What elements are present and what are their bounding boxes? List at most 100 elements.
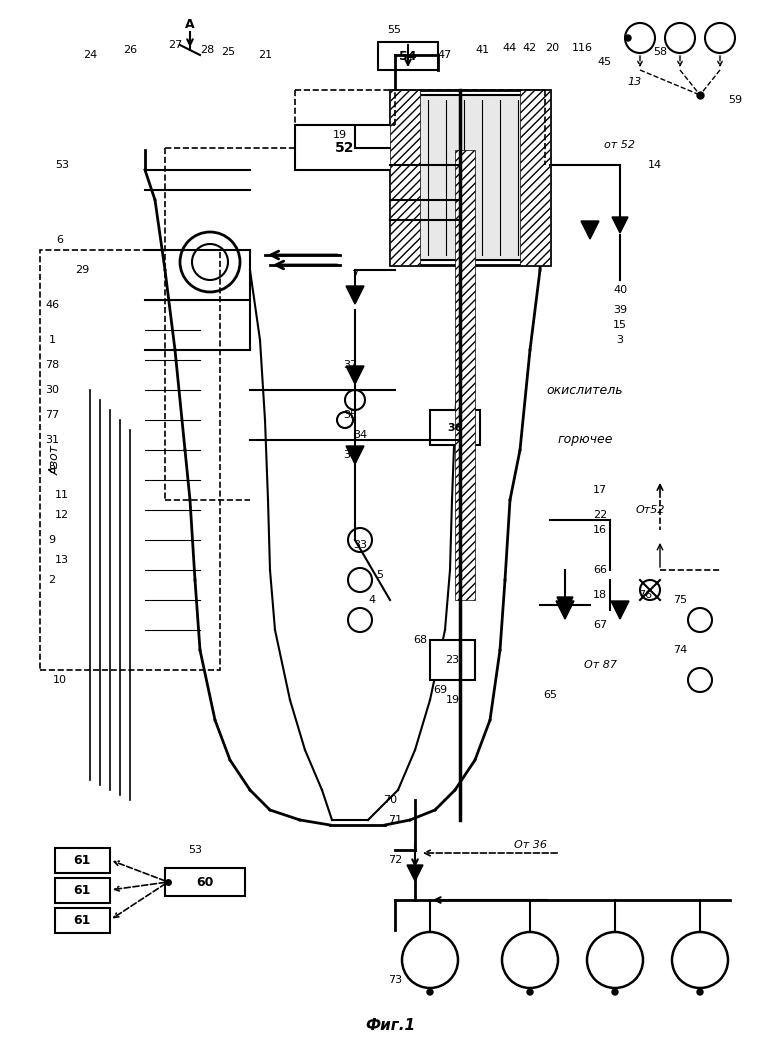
Text: 59: 59 bbox=[728, 95, 742, 105]
Polygon shape bbox=[557, 597, 573, 613]
Bar bbox=[55, 908, 110, 933]
Text: 19: 19 bbox=[446, 695, 460, 705]
Text: От 87: От 87 bbox=[583, 660, 616, 670]
Text: 65: 65 bbox=[543, 690, 557, 700]
Text: 75: 75 bbox=[673, 595, 687, 605]
Text: 61: 61 bbox=[73, 914, 90, 926]
Text: 13: 13 bbox=[55, 555, 69, 565]
Text: 27: 27 bbox=[168, 40, 182, 50]
Text: 22: 22 bbox=[593, 510, 607, 520]
Bar bbox=[430, 640, 475, 680]
Text: 40: 40 bbox=[613, 286, 627, 295]
Bar bbox=[40, 250, 220, 670]
Text: 18: 18 bbox=[593, 590, 607, 600]
Text: 53: 53 bbox=[188, 845, 202, 855]
Bar bbox=[395, 95, 545, 260]
Text: 74: 74 bbox=[673, 645, 687, 655]
Text: 12: 12 bbox=[55, 510, 69, 520]
Polygon shape bbox=[407, 865, 423, 880]
Text: 21: 21 bbox=[258, 50, 272, 60]
Text: 61: 61 bbox=[73, 853, 90, 867]
Text: 69: 69 bbox=[433, 685, 447, 695]
Text: 20: 20 bbox=[545, 43, 559, 53]
Bar bbox=[455, 150, 475, 600]
Text: 44: 44 bbox=[503, 43, 517, 53]
Circle shape bbox=[625, 35, 631, 41]
Text: 39: 39 bbox=[613, 305, 627, 315]
Circle shape bbox=[527, 989, 533, 995]
Bar bbox=[390, 90, 550, 265]
Text: 76: 76 bbox=[638, 590, 652, 600]
Text: окислитель: окислитель bbox=[547, 383, 623, 397]
Text: 61: 61 bbox=[73, 884, 90, 896]
Text: 35: 35 bbox=[343, 410, 357, 420]
Text: 53: 53 bbox=[55, 160, 69, 170]
Bar bbox=[390, 90, 420, 265]
Text: 25: 25 bbox=[221, 47, 235, 57]
Text: 52: 52 bbox=[335, 141, 355, 155]
Text: 116: 116 bbox=[572, 43, 593, 53]
Circle shape bbox=[697, 989, 703, 995]
Text: 29: 29 bbox=[75, 265, 89, 275]
Text: 9: 9 bbox=[48, 535, 55, 545]
Text: 30: 30 bbox=[45, 384, 59, 395]
Text: 54: 54 bbox=[399, 50, 417, 63]
Bar bbox=[55, 878, 110, 903]
Bar bbox=[165, 868, 245, 896]
Text: 71: 71 bbox=[388, 815, 402, 825]
Text: 37: 37 bbox=[343, 359, 357, 370]
Polygon shape bbox=[612, 217, 628, 233]
Text: 10: 10 bbox=[53, 675, 67, 685]
Text: 36: 36 bbox=[447, 423, 463, 433]
Text: 2: 2 bbox=[48, 575, 55, 585]
Text: 66: 66 bbox=[593, 565, 607, 575]
Text: От52: От52 bbox=[635, 505, 665, 515]
Polygon shape bbox=[346, 366, 364, 384]
Text: Азот: Азот bbox=[48, 445, 62, 475]
Text: 23: 23 bbox=[445, 655, 459, 665]
Polygon shape bbox=[581, 221, 599, 239]
Bar bbox=[378, 42, 438, 70]
Text: 28: 28 bbox=[200, 45, 215, 55]
Bar bbox=[295, 125, 395, 170]
Bar bbox=[520, 90, 550, 265]
Text: 70: 70 bbox=[383, 795, 397, 805]
Text: 34: 34 bbox=[353, 430, 367, 440]
Text: 5: 5 bbox=[377, 570, 384, 580]
Bar bbox=[55, 848, 110, 873]
Text: 11: 11 bbox=[55, 490, 69, 500]
Text: 15: 15 bbox=[613, 320, 627, 330]
Text: 73: 73 bbox=[388, 975, 402, 985]
Text: от 52: от 52 bbox=[604, 140, 636, 150]
Text: 41: 41 bbox=[475, 45, 489, 55]
Bar bbox=[430, 410, 480, 445]
Text: 55: 55 bbox=[387, 25, 401, 35]
Text: 32: 32 bbox=[343, 450, 357, 460]
Text: 1: 1 bbox=[48, 334, 55, 345]
Text: 14: 14 bbox=[648, 160, 662, 170]
Polygon shape bbox=[346, 286, 364, 304]
Text: 77: 77 bbox=[45, 410, 59, 420]
Text: 8: 8 bbox=[48, 465, 55, 475]
Text: А: А bbox=[185, 19, 195, 31]
Text: 68: 68 bbox=[413, 635, 427, 645]
Text: 46: 46 bbox=[45, 300, 59, 311]
Text: 78: 78 bbox=[45, 359, 59, 370]
Text: 26: 26 bbox=[123, 45, 137, 55]
Circle shape bbox=[612, 989, 618, 995]
Text: 4: 4 bbox=[368, 595, 375, 605]
Text: 58: 58 bbox=[653, 47, 667, 57]
Text: горючее: горючее bbox=[557, 433, 613, 447]
Text: 16: 16 bbox=[593, 525, 607, 535]
Text: 3: 3 bbox=[616, 334, 623, 345]
Text: 17: 17 bbox=[593, 485, 607, 495]
Text: 31: 31 bbox=[45, 435, 59, 445]
Text: 72: 72 bbox=[388, 855, 402, 865]
Circle shape bbox=[427, 989, 433, 995]
Text: Фиг.1: Фиг.1 bbox=[365, 1017, 415, 1033]
Text: 7: 7 bbox=[352, 270, 359, 280]
Text: 24: 24 bbox=[83, 50, 98, 60]
Text: 42: 42 bbox=[523, 43, 537, 53]
Text: 6: 6 bbox=[56, 235, 63, 245]
Polygon shape bbox=[556, 601, 574, 619]
